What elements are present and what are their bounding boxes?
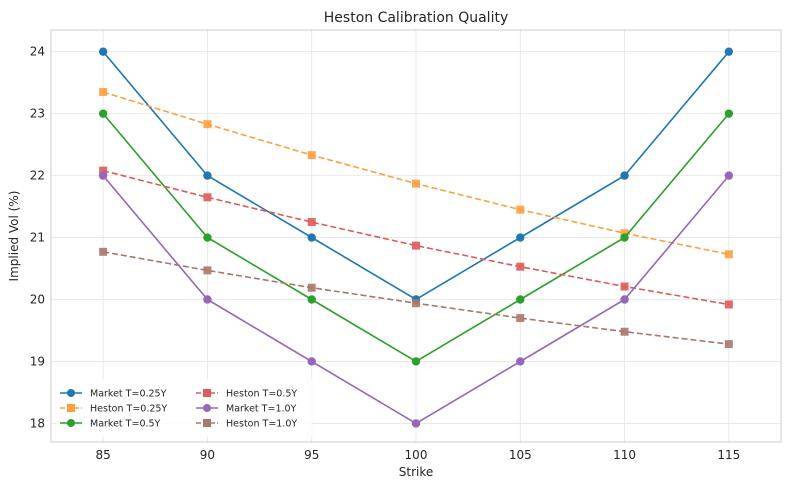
series-heston-t-1-0y	[99, 247, 733, 349]
data-point	[99, 87, 108, 96]
y-tick-label: 18	[30, 416, 45, 430]
x-tick-label: 95	[304, 448, 319, 462]
data-point	[620, 282, 629, 291]
data-point	[516, 233, 525, 242]
data-point	[307, 233, 316, 242]
data-point	[412, 179, 420, 188]
x-tick-label: 90	[200, 448, 215, 462]
data-point	[724, 340, 733, 349]
data-point	[203, 233, 212, 242]
data-point	[516, 314, 525, 323]
data-point	[516, 262, 525, 271]
plot-frame	[50, 29, 782, 443]
x-tick-label: 110	[613, 448, 636, 462]
series-layer	[98, 47, 734, 428]
legend-label: Market T=1.0Y	[226, 404, 297, 415]
data-point	[203, 120, 212, 129]
y-tick-label: 24	[30, 45, 45, 59]
legend-marker	[67, 404, 75, 412]
x-tick-label: 100	[405, 448, 428, 462]
data-point	[412, 299, 420, 308]
legend-entry: Market T=0.5Y	[60, 419, 161, 430]
data-point	[203, 171, 212, 180]
data-point	[98, 171, 108, 180]
data-point	[620, 295, 629, 304]
y-tick-label: 23	[30, 107, 45, 121]
data-point	[412, 241, 420, 250]
legend: Market T=0.25Y Heston T=0.25Y Market T=0.5…	[56, 379, 312, 437]
data-point	[203, 295, 212, 304]
legend-box	[56, 379, 312, 437]
x-tick-label: 105	[509, 448, 532, 462]
series-market-t-1-0y	[98, 171, 734, 428]
y-tick-label: 22	[30, 169, 45, 183]
data-point	[724, 300, 733, 309]
y-axis-label: Implied Vol (%)	[7, 191, 21, 282]
data-point	[203, 193, 212, 202]
y-tick-label: 20	[30, 293, 45, 307]
data-point	[724, 109, 734, 118]
data-point	[516, 205, 525, 214]
data-point	[724, 171, 734, 180]
data-point	[620, 229, 629, 238]
y-tick-label: 19	[30, 354, 45, 368]
legend-label: Heston T=0.5Y	[226, 389, 297, 400]
x-tick-label: 115	[717, 448, 740, 462]
legend-entry: Market T=1.0Y	[196, 404, 297, 415]
data-point	[516, 295, 525, 304]
legend-marker	[203, 419, 211, 427]
data-point	[307, 218, 316, 227]
legend-marker	[203, 404, 211, 412]
data-point	[411, 419, 421, 428]
data-point	[99, 166, 108, 175]
x-tick-label: 85	[96, 448, 111, 462]
data-point	[516, 357, 525, 366]
data-point	[307, 283, 316, 292]
data-point	[307, 295, 316, 304]
data-point	[307, 151, 316, 160]
legend-marker	[67, 389, 75, 397]
legend-entry: Heston T=1.0Y	[196, 419, 297, 430]
legend-label: Heston T=1.0Y	[226, 419, 297, 430]
data-point	[98, 109, 108, 118]
chart-title: Heston Calibration Quality	[324, 10, 508, 26]
data-point	[724, 47, 734, 56]
data-point	[98, 47, 108, 56]
data-point	[203, 266, 212, 275]
legend-marker	[67, 419, 75, 427]
legend-marker	[203, 389, 211, 397]
legend-entry: Market T=0.25Y	[60, 389, 167, 400]
legend-entry: Heston T=0.25Y	[60, 404, 167, 415]
data-point	[99, 247, 108, 256]
tick-labels: 85 90 95 100 105 110 115 18 19 20 21 22 23 24	[30, 45, 741, 462]
data-point	[620, 233, 629, 242]
data-point	[620, 327, 629, 336]
series-market-t-0-5y	[98, 109, 734, 366]
data-point	[411, 357, 421, 366]
legend-entry: Heston T=0.5Y	[196, 389, 297, 400]
legend-label: Market T=0.5Y	[90, 419, 161, 430]
series-heston-t-0-25y	[99, 87, 733, 259]
x-axis-label: Strike	[399, 465, 434, 479]
data-point	[307, 357, 316, 366]
legend-label: Market T=0.25Y	[90, 389, 167, 400]
data-point	[724, 250, 733, 259]
legend-label: Heston T=0.25Y	[90, 404, 167, 415]
series-heston-t-0-5y	[99, 166, 733, 309]
data-point	[620, 171, 629, 180]
y-tick-label: 21	[30, 231, 45, 245]
